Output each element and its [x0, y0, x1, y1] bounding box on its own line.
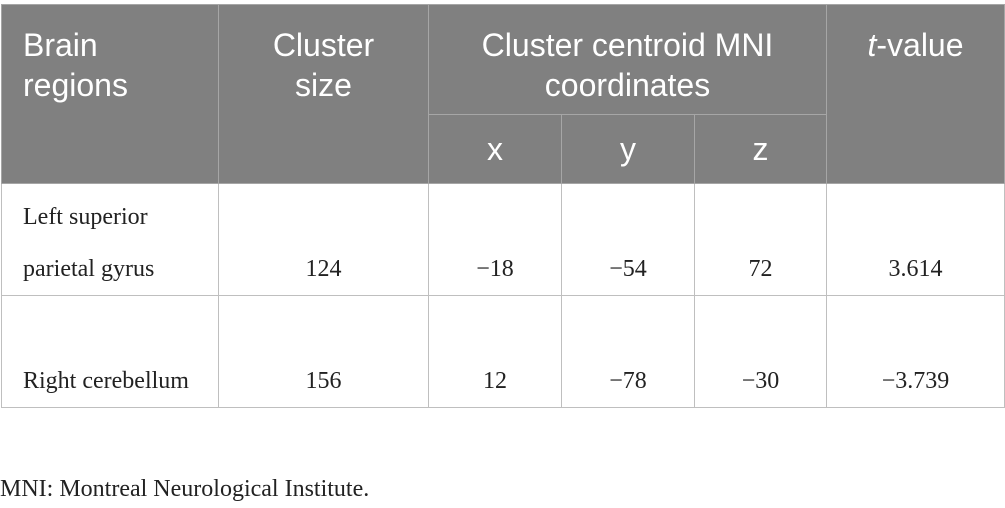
table-cell: 156 — [218, 295, 429, 408]
table-cell: 72 — [694, 183, 827, 296]
header-cell: x — [428, 114, 562, 184]
header-text: -value — [876, 27, 964, 63]
table-cell: −54 — [561, 183, 695, 296]
table-cell: 124 — [218, 183, 429, 296]
header-cell: Brain regions — [1, 4, 219, 184]
table-cell: −3.739 — [826, 295, 1005, 408]
results-table: Brain regions Cluster size Cluster centr… — [1, 4, 1005, 408]
header-cell: Cluster centroid MNI coordinates — [428, 4, 827, 115]
table-cell: Right cerebellum — [1, 295, 219, 408]
header-cell: y — [561, 114, 695, 184]
header-cell: t-value — [826, 4, 1005, 184]
table-cell: −18 — [428, 183, 562, 296]
header-text: Cluster centroid MNI coordinates — [481, 27, 774, 103]
header-cell: Cluster size — [218, 4, 429, 184]
footnote: MNI: Montreal Neurological Institute. — [0, 476, 370, 502]
table-cell: −78 — [561, 295, 695, 408]
table-cell: 3.614 — [826, 183, 1005, 296]
table-body: Left superior parietal gyrus 124 −18 −54 72 3… — [1, 183, 1005, 408]
table-cell: −30 — [694, 295, 827, 408]
header-text: Brain regions — [23, 27, 128, 103]
table-cell: 12 — [428, 295, 562, 408]
header-cell: z — [694, 114, 827, 184]
table-row: Right cerebellum 156 12 −78 −30 −3.739 — [1, 295, 1005, 408]
table-row: Left superior parietal gyrus 124 −18 −54 72 3… — [1, 183, 1005, 296]
header-italic: t — [867, 27, 877, 63]
table-cell: Left superior parietal gyrus — [1, 183, 219, 296]
header-text: Cluster size — [272, 27, 375, 103]
